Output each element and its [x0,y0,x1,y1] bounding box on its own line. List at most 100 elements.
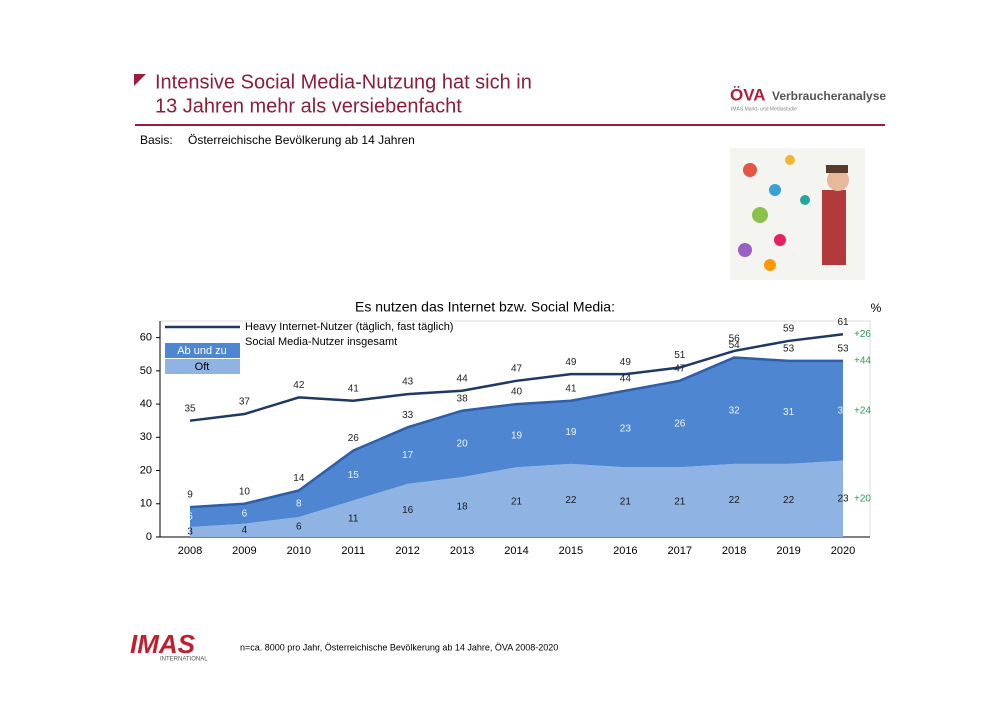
data-label: 35 [184,403,196,414]
x-tick-label: 2009 [232,545,256,557]
title-marker [134,74,146,86]
data-label: 22 [729,495,741,506]
footer-logo-sub: INTERNATIONAL [160,657,208,663]
data-label: 3 [187,527,193,538]
data-label: 41 [348,383,360,394]
x-tick-label: 2020 [831,545,855,557]
legend-label: Ab und zu [177,345,227,357]
data-label: 14 [293,473,305,484]
data-label: 51 [674,350,686,361]
data-label: 9 [187,490,193,501]
data-label: 20 [457,439,469,450]
legend-swatch [165,359,240,374]
legend-label: Oft [195,361,210,373]
data-label: 22 [783,495,795,506]
data-label: 6 [242,508,248,519]
data-label: 19 [565,427,577,438]
data-label: 33 [402,410,414,421]
y-tick-label: 40 [140,398,152,410]
data-label: +24 [854,405,871,416]
x-tick-label: 2011 [341,545,365,557]
data-label: 19 [511,430,523,441]
data-label: 16 [402,505,414,516]
data-label: 15 [348,470,360,481]
data-label: 61 [837,317,849,328]
data-label: 26 [674,419,686,430]
data-label: 41 [565,383,577,394]
data-label: 6 [187,512,193,523]
data-label: 8 [296,498,302,509]
data-label: 6 [296,522,302,533]
data-label: 40 [511,387,523,398]
x-tick-label: 2019 [776,545,800,557]
basis-label: Basis: [140,133,173,147]
data-label: +44 [854,356,871,367]
y-tick-label: 0 [146,531,152,543]
y-tick-label: 60 [140,332,152,344]
x-tick-label: 2015 [559,545,583,557]
x-tick-label: 2017 [668,545,692,557]
line [189,356,843,509]
data-label: 43 [402,377,414,388]
footer-logo: IMAS [130,629,196,659]
data-label: 42 [293,380,305,391]
x-tick-label: 2012 [395,545,419,557]
unit: % [871,301,882,315]
title: Intensive Social Media-Nutzung hat sich … [155,71,532,93]
data-label: 37 [239,397,251,408]
data-label: +20 [854,493,871,504]
data-label: 21 [620,497,632,508]
data-label: 30 [837,405,849,416]
data-label: 4 [242,525,248,536]
legend-swatch [165,343,240,358]
data-label: 49 [565,357,577,368]
area [190,460,843,537]
logo-name: Verbraucheranalyse [772,89,886,103]
x-tick-label: 2008 [178,545,202,557]
data-label: 53 [837,344,849,355]
data-label: 11 [348,513,359,524]
line [189,333,844,422]
data-label: 31 [783,407,795,418]
data-label: 47 [674,363,686,374]
y-tick-label: 20 [140,464,152,476]
logo-sub: IMAS Markt- und Mediastudie [731,106,797,112]
data-label: 56 [729,334,741,345]
data-label: 49 [620,357,632,368]
data-label: 38 [457,393,469,404]
footnote: n=ca. 8000 pro Jahr, Österreichische Bev… [240,642,558,652]
basis-text: Österreichische Bevölkerung ab 14 Jahren [188,133,415,147]
logo-brand: ÖVA [730,85,766,104]
data-label: 21 [674,497,686,508]
y-tick-label: 30 [140,431,152,443]
x-tick-label: 2013 [450,545,474,557]
x-tick-label: 2010 [287,545,311,557]
data-label: 54 [729,340,741,351]
data-label: 18 [457,502,469,513]
data-label: 53 [783,344,795,355]
illustration [730,148,865,280]
x-tick-label: 2018 [722,545,746,557]
y-tick-label: 50 [140,365,152,377]
x-tick-label: 2014 [504,545,528,557]
data-label: 23 [837,493,849,504]
data-label: 17 [402,450,414,461]
area [190,357,843,528]
y-tick-label: 10 [140,498,152,510]
legend-label: Heavy Internet-Nutzer (täglich, fast täg… [245,321,453,333]
data-label: 21 [511,497,523,508]
legend-label: Social Media-Nutzer insgesamt [245,336,397,348]
chart-title: Es nutzen das Internet bzw. Social Media… [355,299,615,315]
x-tick-label: 2016 [613,545,637,557]
data-label: 22 [565,495,577,506]
data-label: 32 [729,405,741,416]
data-label: 59 [783,324,795,335]
data-label: 23 [620,424,632,435]
data-label: 44 [620,373,632,384]
data-label: 47 [511,363,523,374]
data-label: 10 [239,486,251,497]
data-label: 26 [348,433,360,444]
